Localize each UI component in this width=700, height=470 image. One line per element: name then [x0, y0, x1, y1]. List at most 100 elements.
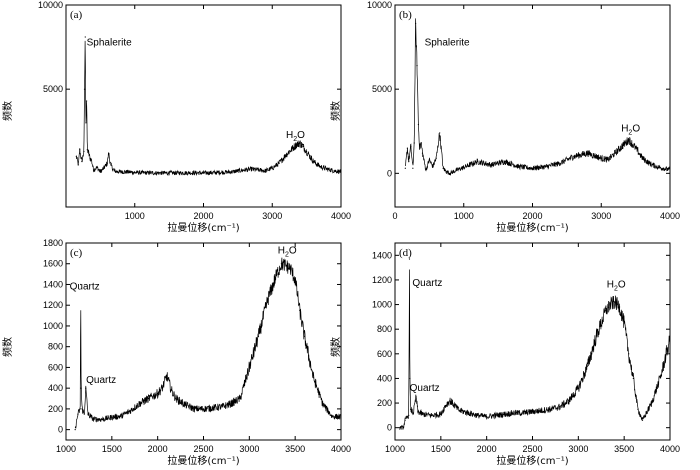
data-point [449, 400, 451, 402]
data-point [531, 411, 534, 413]
data-point [660, 375, 662, 377]
data-point [239, 397, 241, 400]
plot-frame [65, 4, 342, 208]
y-tick-label: 0 [387, 423, 392, 433]
data-point [92, 418, 95, 420]
data-point [306, 150, 308, 153]
data-point [170, 389, 173, 391]
data-point [244, 169, 246, 171]
data-point [202, 172, 205, 174]
data-point [458, 409, 460, 412]
data-point [518, 166, 520, 168]
data-point [545, 166, 547, 168]
x-tick-label: 1000 [125, 211, 145, 221]
data-point [81, 408, 83, 410]
x-tick-label: 1000 [56, 444, 76, 454]
data-point [651, 402, 653, 404]
data-point [248, 366, 250, 369]
peak-annotation: Sphalerite [87, 37, 132, 48]
data-point [257, 169, 260, 171]
data-point [326, 168, 328, 170]
data-point [669, 169, 670, 171]
data-point [322, 403, 324, 405]
data-point [96, 166, 98, 169]
x-tick-label: 4000 [660, 211, 680, 221]
data-point [632, 377, 634, 380]
data-point [77, 164, 79, 166]
y-tick-label: 200 [377, 398, 392, 408]
data-point [289, 268, 292, 270]
data-point [292, 147, 294, 149]
y-axis-label: 频数 [329, 337, 342, 357]
data-point [577, 387, 579, 389]
data-point [398, 427, 401, 429]
data-point [80, 283, 82, 286]
data-point [103, 167, 105, 169]
data-point [280, 263, 283, 265]
data-point [486, 416, 488, 418]
data-point [168, 172, 170, 174]
data-point [412, 167, 414, 169]
data-point [495, 414, 497, 416]
panel-b: 0 1000 2000 3000 4000 0 5000 10000 拉曼位移(cm⁻¹) 频数 (… [329, 0, 680, 234]
x-tick-label: 2000 [148, 444, 168, 454]
data-point [106, 162, 108, 164]
data-point [467, 412, 469, 414]
x-tick-label: 2000 [477, 444, 497, 454]
data-point [409, 377, 411, 380]
peak-annotation: H2O [607, 279, 626, 292]
x-axis-label: 拉曼位移(cm⁻¹) [167, 221, 239, 234]
data-point [92, 169, 95, 171]
data-point [285, 154, 287, 156]
x-tick-label: 4000 [331, 211, 351, 221]
y-tick-label: 1400 [372, 250, 392, 260]
data-point [439, 132, 441, 134]
data-point [161, 387, 163, 389]
data-point [504, 160, 506, 163]
data-point [635, 147, 637, 149]
x-tick-label: 3000 [568, 444, 588, 454]
data-point [490, 164, 492, 166]
data-point [202, 408, 205, 410]
x-axis-label: 拉曼位移(cm⁻¹) [496, 221, 568, 234]
data-point [531, 167, 534, 169]
data-point [408, 414, 410, 416]
data-point [614, 152, 616, 154]
data-point [421, 152, 424, 154]
x-tick-label: 4000 [331, 444, 351, 454]
data-point [80, 387, 82, 389]
data-point [559, 406, 561, 408]
data-point [157, 392, 159, 394]
data-point [655, 166, 657, 168]
data-point [184, 404, 186, 406]
data-point [425, 169, 427, 171]
data-point [637, 408, 639, 410]
data-point [312, 160, 315, 163]
data-point [84, 36, 86, 38]
data-point [331, 415, 333, 417]
y-tick-label: 0 [58, 425, 63, 435]
data-point [116, 171, 119, 173]
y-tick-label: 200 [48, 404, 63, 414]
x-tick-label: 1000 [454, 211, 474, 221]
data-point [79, 408, 81, 410]
x-tick-label: 2500 [522, 444, 542, 454]
peak-annotation: Quartz [412, 278, 442, 289]
data-point [89, 157, 91, 159]
data-point [522, 412, 524, 414]
data-point [586, 152, 589, 154]
data-point [417, 411, 419, 413]
data-point [216, 171, 218, 174]
spectrum-line [74, 257, 341, 429]
plot-frame [394, 4, 671, 208]
spectrum-line [399, 269, 670, 430]
data-point [303, 335, 305, 337]
x-tick-label: 3500 [614, 444, 634, 454]
data-point [111, 416, 113, 418]
data-point [134, 171, 136, 174]
data-point [102, 418, 104, 420]
data-point [230, 403, 232, 405]
data-point [432, 166, 434, 168]
y-tick-label: 10000 [367, 0, 392, 10]
y-tick-label: 5000 [372, 84, 392, 94]
